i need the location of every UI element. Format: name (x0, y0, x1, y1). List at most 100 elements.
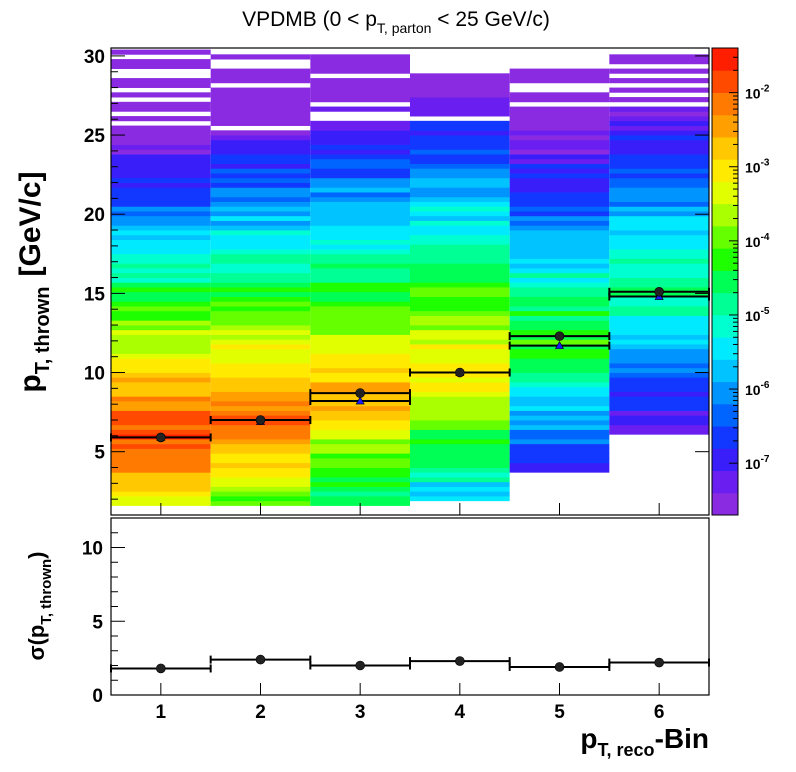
heatmap-cell (111, 225, 211, 231)
heatmap-cell (210, 101, 311, 107)
heatmap-cell (310, 382, 410, 388)
heatmap-cell (410, 429, 510, 435)
heatmap-cell (509, 310, 610, 316)
heatmap-cell (609, 97, 709, 103)
heatmap-cell (210, 453, 311, 459)
heatmap-cell (609, 54, 709, 60)
heatmap-cell (509, 201, 610, 207)
top-axis-ticks: 5 10 15 20 25 30 (84, 47, 709, 515)
heatmap-cell (111, 325, 211, 331)
heatmap-cell (310, 339, 410, 345)
circle-point (654, 286, 664, 297)
heatmap-cell (111, 116, 211, 122)
heatmap-cell (111, 220, 211, 226)
heatmap-cell (310, 481, 410, 487)
circle-point (455, 367, 465, 378)
x-tick-label: 3 (355, 702, 366, 723)
colorbar-swatch (712, 225, 738, 249)
heatmap-cell (609, 59, 709, 65)
heatmap-cell (609, 424, 709, 430)
heatmap-cell (210, 329, 311, 335)
colorbar-swatch (712, 114, 738, 138)
heatmap-cell (111, 472, 211, 478)
sigma-point (355, 660, 365, 671)
heatmap-cell (410, 239, 510, 245)
heatmap-cell (609, 196, 709, 202)
heatmap-cell (210, 182, 311, 188)
heatmap-cell (410, 82, 510, 88)
heatmap-cell (609, 78, 709, 84)
heatmap-cell (310, 472, 410, 478)
heatmap-cell (410, 244, 510, 250)
title-prefix: VPDMB (0 < p (242, 8, 377, 31)
heatmap-cell (310, 372, 410, 378)
heatmap-cell (111, 329, 211, 335)
heatmap-cell (410, 158, 510, 164)
heatmap-cell (410, 282, 510, 288)
heatmap-cell (210, 462, 311, 468)
heatmap-cell (609, 282, 709, 288)
heatmap-cell (509, 168, 610, 174)
heatmap-cell (310, 358, 410, 364)
heatmap-cell (410, 78, 510, 84)
heatmap-cell (609, 87, 709, 93)
heatmap-cell (509, 263, 610, 269)
heatmap-cell (410, 120, 510, 126)
heatmap-cell (410, 310, 510, 316)
heatmap-cell (210, 301, 311, 307)
heatmap-cell (509, 296, 610, 302)
heatmap-cell (111, 344, 211, 350)
heatmap-cell (410, 291, 510, 297)
heatmap-cell (210, 386, 311, 392)
heatmap-cell (410, 377, 510, 383)
heatmap-cell (609, 158, 709, 164)
heatmap-cell (210, 215, 311, 221)
xlabel: pT, reco-Bin (580, 723, 709, 760)
heatmap-cell (310, 301, 410, 307)
heatmap-cell (210, 439, 311, 445)
heatmap-cell (310, 458, 410, 464)
heatmap-cell (410, 329, 510, 335)
heatmap-cell (609, 220, 709, 226)
heatmap-cell (310, 310, 410, 316)
heatmap-cell (410, 391, 510, 397)
top-heatmap-panel: 5 10 15 20 25 30 pT, thrown [GeV/c] (14, 47, 710, 516)
heatmap-cell (410, 486, 510, 492)
bottom-ylabel-sub: T, thrown (38, 559, 55, 625)
heatmap-cell (210, 429, 311, 435)
heatmap-cell (310, 92, 410, 98)
heatmap-cell (509, 424, 610, 430)
heatmap-cell (111, 348, 211, 354)
heatmap-cell (310, 187, 410, 193)
heatmap-cell (310, 68, 410, 74)
heatmap-cell (210, 120, 311, 126)
heatmap-cell (410, 348, 510, 354)
heatmap-cell (310, 253, 410, 259)
heatmap-cell (111, 277, 211, 283)
heatmap-cell (410, 253, 510, 259)
heatmap-cell (310, 363, 410, 369)
heatmap-cell (410, 334, 510, 340)
heatmap-cell (609, 192, 709, 198)
heatmap-cell (509, 367, 610, 373)
heatmap-cell (509, 258, 610, 264)
heatmap-cell (410, 420, 510, 426)
heatmap-cell (111, 334, 211, 340)
heatmap-cell (111, 382, 211, 388)
heatmap-cell (310, 420, 410, 426)
heatmap-cell (111, 149, 211, 155)
heatmap-cell (410, 277, 510, 283)
heatmap-cell (410, 225, 510, 231)
heatmap-cell (111, 182, 211, 188)
heatmap-cell (509, 448, 610, 454)
heatmap-cell (609, 348, 709, 354)
heatmap-cell (509, 363, 610, 369)
heatmap-cell (509, 277, 610, 283)
y-tick-label: 30 (84, 47, 105, 68)
heatmap-cell (509, 306, 610, 312)
heatmap-cell (111, 234, 211, 240)
heatmap-cell (609, 358, 709, 364)
heatmap-cell (111, 139, 211, 145)
heatmap-cell (310, 443, 410, 449)
heatmap-cell (410, 249, 510, 255)
